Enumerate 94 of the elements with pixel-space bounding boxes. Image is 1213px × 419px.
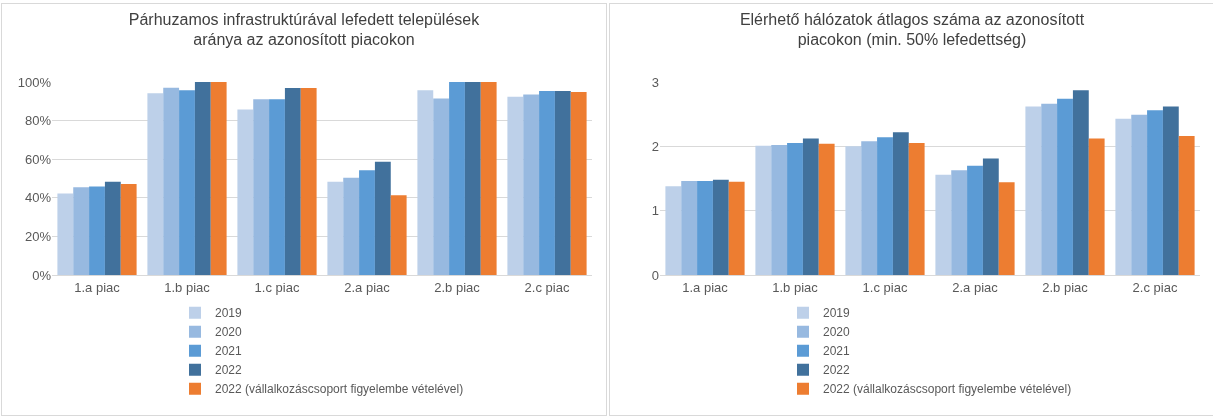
bar	[480, 82, 497, 275]
bar	[697, 181, 713, 275]
bar	[343, 177, 360, 275]
bar	[861, 141, 878, 275]
y-tick-label: 1	[651, 203, 659, 219]
legend-label: 2020	[823, 325, 851, 340]
bar	[104, 181, 121, 275]
x-tick-label: 2.c piac	[524, 279, 570, 295]
bar	[507, 96, 524, 275]
bar	[120, 183, 137, 275]
x-tick-label: 2.b piac	[1042, 279, 1089, 295]
legend-label: 2019	[823, 306, 851, 321]
bar	[374, 161, 391, 275]
x-tick-label: 2.b piac	[434, 279, 481, 295]
bar	[1147, 110, 1163, 275]
bar	[771, 145, 788, 275]
bar	[417, 90, 434, 275]
bar	[712, 179, 729, 275]
legend-label: 2020	[215, 325, 243, 340]
bar	[269, 99, 285, 275]
y-tick-label: 0	[651, 267, 659, 283]
bar	[787, 143, 803, 275]
legend-label: 2022	[823, 363, 851, 378]
bar	[433, 98, 450, 275]
bar	[728, 181, 745, 275]
x-tick-label: 2.a piac	[952, 279, 999, 295]
bar	[449, 82, 465, 275]
bar	[284, 87, 301, 275]
bar	[755, 145, 772, 275]
y-tick-label: 0%	[32, 267, 52, 283]
bar	[57, 193, 74, 275]
bar	[163, 87, 180, 275]
chart-title: Párhuzamos infrastruktúrával lefedett települések aránya az azonosított piacokon	[128, 10, 481, 49]
bar	[681, 181, 698, 275]
bar	[1072, 90, 1089, 275]
bar	[359, 170, 375, 275]
bar	[1041, 103, 1058, 275]
x-tick-label: 1.a piac	[682, 279, 729, 295]
bar	[951, 170, 968, 275]
bar	[390, 195, 407, 275]
bar	[73, 187, 90, 275]
bar	[300, 87, 317, 275]
x-tick-label: 1.a piac	[74, 279, 121, 295]
legend-label: 2022	[215, 363, 243, 378]
y-tick-label: 2	[651, 138, 659, 154]
legend-label: 2021	[215, 344, 243, 359]
bar	[1025, 106, 1042, 275]
chart-title: Elérhető hálózatok átlagos száma az azonosított piacokon (min. 50% lefedettség)	[739, 10, 1085, 49]
bar	[327, 181, 344, 275]
bar	[194, 82, 211, 275]
legend-label: 2022 (vállalkozáscsoport figyelembe vételével)	[215, 382, 464, 397]
bar	[464, 82, 481, 275]
bar	[665, 186, 682, 275]
bar	[539, 90, 555, 275]
bar	[1057, 98, 1073, 275]
bar	[147, 93, 164, 275]
x-tick-label: 1.b piac	[164, 279, 211, 295]
bar	[1162, 106, 1179, 275]
bar	[1131, 114, 1148, 275]
y-tick-label: 100%	[17, 74, 52, 90]
bar	[523, 94, 540, 275]
bar	[818, 143, 835, 275]
bar	[892, 132, 909, 275]
y-tick-label: 20%	[24, 228, 52, 244]
y-tick-label: 60%	[24, 151, 52, 167]
y-tick-label: 80%	[24, 113, 52, 129]
bar	[877, 137, 893, 275]
bar	[1088, 138, 1105, 275]
bar	[210, 82, 227, 275]
bar	[982, 158, 999, 275]
bar	[179, 90, 195, 275]
legend-label: 2019	[215, 306, 243, 321]
bar	[802, 138, 819, 275]
x-tick-label: 1.c piac	[254, 279, 300, 295]
bar	[570, 92, 587, 275]
legend-label: 2021	[823, 344, 851, 359]
bar	[1178, 136, 1195, 275]
legend-label: 2022 (vállalkozáscsoport figyelembe vételével)	[823, 382, 1072, 397]
bar	[237, 109, 254, 275]
bar	[935, 174, 952, 275]
bar	[554, 90, 571, 275]
bar	[998, 182, 1015, 275]
x-tick-label: 2.a piac	[344, 279, 391, 295]
y-tick-label: 3	[651, 74, 659, 90]
x-tick-label: 1.b piac	[772, 279, 819, 295]
x-tick-label: 1.c piac	[862, 279, 908, 295]
bar	[967, 165, 983, 275]
bar	[253, 99, 270, 275]
x-tick-label: 2.c piac	[1132, 279, 1178, 295]
bar	[89, 186, 105, 275]
y-tick-label: 40%	[24, 190, 52, 206]
bar	[845, 146, 862, 275]
bar	[1115, 118, 1132, 275]
bar	[908, 143, 925, 275]
